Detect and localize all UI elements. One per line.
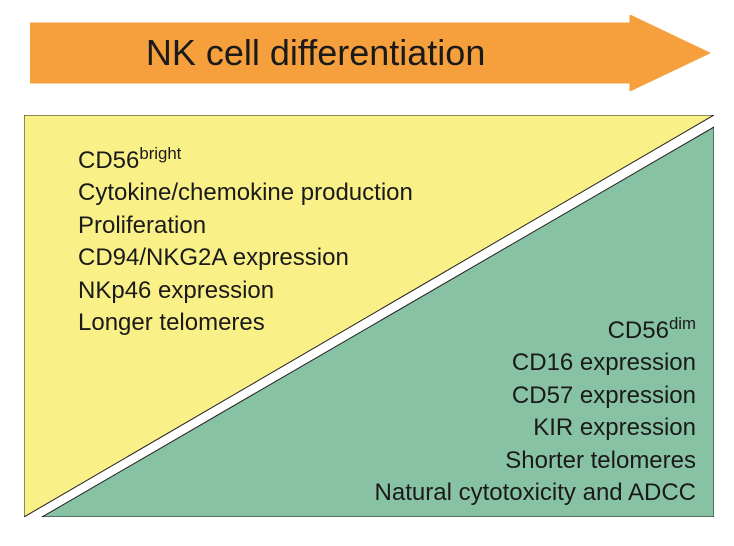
text-line: CD94/NKG2A expression [78,242,413,274]
text-line: Shorter telomeres [24,445,696,477]
lower-triangle-text: CD56dimCD16 expressionCD57 expressionKIR… [24,315,696,509]
text-line: Natural cytotoxicity and ADCC [24,477,696,509]
text-line: Proliferation [78,210,413,242]
arrow-title: NK cell differentiation [146,32,486,74]
text-line: KIR expression [24,412,696,444]
text-line: Cytokine/chemokine production [78,177,413,209]
text-line: CD56bright [78,145,413,177]
upper-triangle-text: CD56brightCytokine/chemokine productionP… [78,145,413,339]
text-line: CD16 expression [24,347,696,379]
text-line: CD56dim [24,315,696,347]
text-line: NKp46 expression [78,275,413,307]
text-line: CD57 expression [24,380,696,412]
arrow-container: NK cell differentiation [30,15,710,91]
